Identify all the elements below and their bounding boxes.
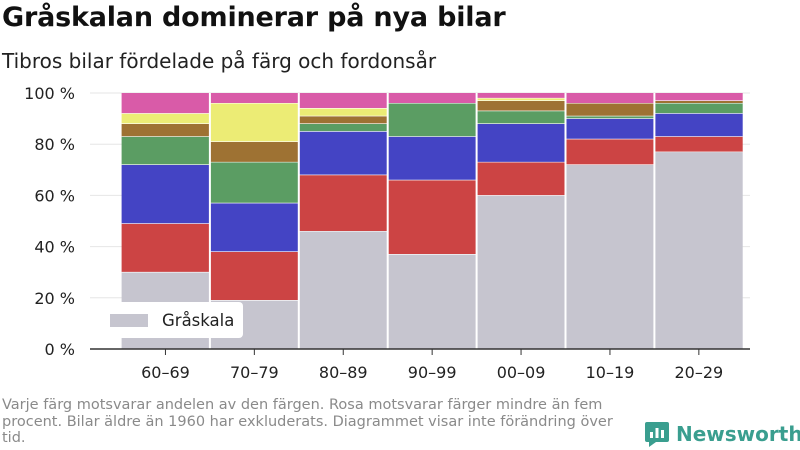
bar-segment-5 <box>121 113 210 124</box>
y-tick-label: 80 % <box>34 135 75 154</box>
bar-segment-1 <box>210 251 299 301</box>
x-axis: 60–69 70–79 80–89 90–99 00–09 10–19 20–29 <box>90 348 750 382</box>
brand-logo[interactable]: Newsworthy <box>644 420 800 448</box>
y-tick-label: 60 % <box>34 186 75 205</box>
bar-segment-4 <box>477 100 565 111</box>
bar-segment-3 <box>388 103 476 137</box>
x-tick-label: 70–79 <box>230 363 279 382</box>
bar-segment-2 <box>299 131 388 175</box>
bar-segment-2 <box>121 164 210 224</box>
bar-stack <box>566 93 654 349</box>
bar-segment-3 <box>299 123 388 132</box>
bar-segment-1 <box>566 139 654 165</box>
bar-stack <box>477 93 565 349</box>
bar-segment-6 <box>299 93 388 109</box>
legend: Gråskala <box>101 302 244 338</box>
bar-segment-6 <box>121 93 210 114</box>
bar-segment-3 <box>566 116 654 119</box>
y-tick-label: 20 % <box>34 289 75 308</box>
bar-segment-6 <box>655 93 743 101</box>
x-tick-label: 90–99 <box>408 363 457 382</box>
bar-stack <box>655 93 743 349</box>
chart-subtitle: Tibros bilar fördelade på färg och fordo… <box>2 49 437 73</box>
legend-swatch-grayscale <box>110 313 148 327</box>
y-axis: 0 % 20 % 40 % 60 % 80 % 100 % <box>24 84 75 359</box>
bar-stack <box>210 93 299 349</box>
bar-segment-4 <box>121 123 210 137</box>
bar-segment-4 <box>299 116 388 124</box>
bar-segment-4 <box>210 141 299 163</box>
x-tick-label: 10–19 <box>586 363 635 382</box>
bar-segment-3 <box>210 162 299 204</box>
bar-segment-1 <box>655 136 743 152</box>
bar-segment-2 <box>566 118 654 140</box>
bar-segment-5 <box>210 103 299 142</box>
bar-segment-5 <box>477 98 565 101</box>
bar-segment-3 <box>477 110 565 124</box>
x-tick-label: 00–09 <box>497 363 546 382</box>
chart-title: Gråskalan dominerar på nya bilar <box>2 2 506 33</box>
x-tick-label: 60–69 <box>141 363 190 382</box>
bar-segment-grskala <box>655 151 743 349</box>
bar-segment-3 <box>655 103 743 114</box>
bar-segment-6 <box>566 93 654 104</box>
x-tick-label: 80–89 <box>319 363 368 382</box>
bar-segment-grskala <box>299 231 388 349</box>
newsworthy-logo-icon <box>645 422 669 447</box>
bar-segment-2 <box>477 123 565 163</box>
bar-segment-1 <box>477 162 565 196</box>
bar-segment-6 <box>210 93 299 104</box>
brand-name: Newsworthy <box>676 422 800 446</box>
y-tick-label: 0 % <box>45 340 75 359</box>
bar-segment-1 <box>121 223 210 273</box>
bar-segment-2 <box>388 136 476 181</box>
bar-segment-grskala <box>566 164 654 349</box>
y-tick-label: 40 % <box>34 238 75 257</box>
legend-label-grayscale: Gråskala <box>162 310 235 330</box>
y-tick-label: 100 % <box>24 84 75 103</box>
bar-segment-3 <box>121 136 210 165</box>
x-tick-label: 20–29 <box>674 363 723 382</box>
bar-segment-5 <box>299 108 388 117</box>
bar-segment-6 <box>388 93 476 104</box>
bar-stack <box>388 93 476 349</box>
bar-segment-4 <box>655 100 743 104</box>
bar-segment-grskala <box>477 195 565 349</box>
bar-segment-grskala <box>388 254 476 349</box>
bar-segment-2 <box>655 113 743 137</box>
bar-segment-4 <box>566 103 654 117</box>
bar-segment-6 <box>477 93 565 99</box>
bar-segment-2 <box>210 203 299 252</box>
bar-segment-1 <box>388 180 476 255</box>
bar-segment-1 <box>299 174 388 232</box>
bar-stack <box>299 93 388 349</box>
footnote: Varje färg motsvarar andelen av den färg… <box>2 397 613 446</box>
